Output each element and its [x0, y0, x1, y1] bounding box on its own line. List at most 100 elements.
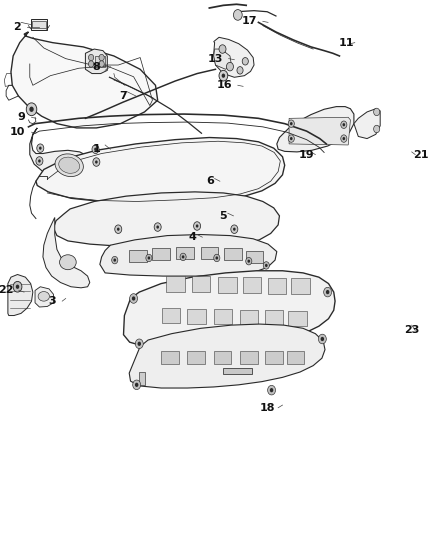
Circle shape [219, 70, 228, 81]
Circle shape [117, 228, 120, 231]
Circle shape [265, 264, 268, 267]
Ellipse shape [60, 255, 76, 270]
Text: 22: 22 [0, 286, 13, 295]
Circle shape [219, 45, 226, 53]
Circle shape [226, 62, 233, 71]
Circle shape [99, 54, 104, 61]
Text: 1: 1 [92, 144, 100, 154]
Circle shape [326, 290, 329, 294]
Circle shape [13, 281, 22, 292]
Circle shape [113, 259, 116, 262]
Ellipse shape [55, 154, 83, 176]
Circle shape [132, 296, 135, 301]
Text: 10: 10 [10, 127, 25, 137]
Circle shape [341, 121, 347, 128]
Circle shape [138, 342, 141, 346]
Circle shape [222, 74, 225, 78]
Polygon shape [240, 351, 258, 364]
Circle shape [247, 260, 250, 263]
Text: 21: 21 [413, 150, 428, 159]
Circle shape [135, 383, 138, 387]
Circle shape [29, 107, 34, 112]
Circle shape [288, 120, 294, 127]
Circle shape [93, 158, 100, 166]
Polygon shape [214, 309, 232, 324]
Text: 3: 3 [49, 296, 57, 306]
Polygon shape [31, 19, 47, 30]
Polygon shape [187, 351, 205, 364]
Polygon shape [214, 351, 231, 364]
Polygon shape [268, 278, 286, 294]
Polygon shape [291, 278, 310, 294]
Text: 11: 11 [338, 38, 354, 47]
Text: 13: 13 [208, 54, 223, 63]
Circle shape [88, 54, 94, 61]
Circle shape [194, 222, 201, 230]
Text: 2: 2 [13, 22, 21, 31]
Polygon shape [152, 248, 170, 260]
Text: 23: 23 [404, 326, 420, 335]
Circle shape [321, 337, 324, 341]
Text: 18: 18 [259, 403, 275, 413]
Polygon shape [8, 274, 33, 316]
Polygon shape [176, 247, 194, 259]
Polygon shape [240, 310, 258, 325]
Polygon shape [100, 235, 277, 276]
Circle shape [94, 148, 97, 151]
Circle shape [324, 287, 332, 297]
Circle shape [343, 123, 345, 126]
Polygon shape [53, 192, 279, 247]
Circle shape [237, 67, 243, 74]
Polygon shape [192, 276, 210, 292]
Circle shape [268, 385, 276, 395]
Text: 19: 19 [299, 150, 314, 159]
Polygon shape [139, 372, 145, 385]
Polygon shape [289, 117, 350, 145]
Polygon shape [265, 310, 283, 325]
Text: 4: 4 [189, 232, 197, 242]
Circle shape [341, 135, 347, 142]
Polygon shape [162, 308, 180, 323]
Polygon shape [95, 56, 105, 67]
Polygon shape [129, 324, 325, 388]
Polygon shape [166, 276, 185, 292]
Polygon shape [243, 277, 261, 293]
Polygon shape [36, 138, 285, 203]
Polygon shape [187, 309, 206, 324]
Polygon shape [277, 107, 354, 152]
Polygon shape [129, 250, 147, 262]
Circle shape [133, 380, 141, 390]
Polygon shape [161, 351, 179, 364]
Circle shape [92, 145, 99, 154]
Polygon shape [224, 248, 242, 260]
Polygon shape [265, 351, 283, 364]
Circle shape [242, 58, 248, 65]
Circle shape [343, 137, 345, 140]
Text: 9: 9 [18, 112, 25, 122]
Circle shape [16, 285, 19, 289]
Polygon shape [11, 32, 158, 128]
Polygon shape [354, 109, 380, 139]
Polygon shape [201, 247, 218, 259]
Polygon shape [32, 21, 46, 28]
Polygon shape [287, 351, 304, 364]
Polygon shape [30, 128, 101, 181]
Circle shape [374, 108, 380, 116]
Text: 5: 5 [219, 211, 227, 221]
Circle shape [156, 225, 159, 229]
Text: 6: 6 [206, 176, 214, 186]
Polygon shape [124, 271, 335, 349]
Circle shape [233, 10, 242, 20]
Circle shape [26, 103, 37, 116]
Circle shape [115, 225, 122, 233]
Circle shape [146, 254, 152, 262]
Circle shape [37, 144, 44, 152]
Circle shape [318, 334, 326, 344]
Circle shape [182, 255, 184, 259]
Circle shape [263, 262, 269, 269]
Circle shape [233, 228, 236, 231]
Text: 17: 17 [242, 17, 258, 26]
Text: 16: 16 [216, 80, 232, 90]
Polygon shape [214, 37, 254, 77]
Circle shape [270, 388, 273, 392]
